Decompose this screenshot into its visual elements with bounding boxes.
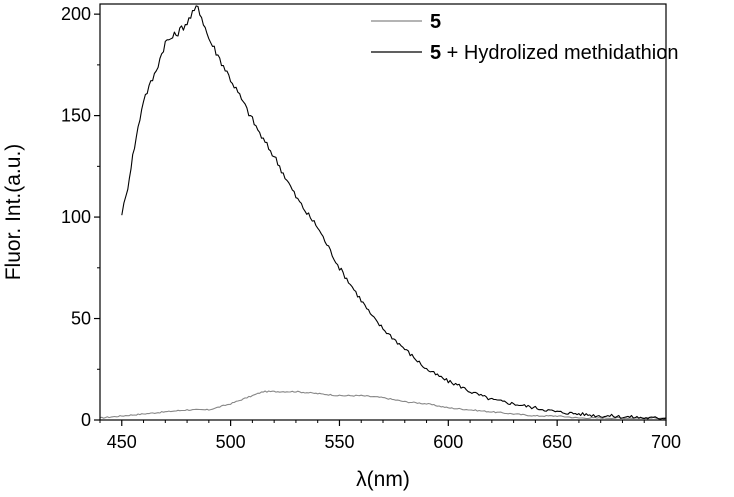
x-tick-label: 550: [324, 432, 354, 452]
legend: 5 5 + Hydrolized methidathion: [371, 11, 678, 64]
series-line-1: [99, 390, 667, 420]
x-tick-label: 700: [651, 432, 681, 452]
y-tick-label: 100: [61, 207, 91, 227]
y-axis-title: Fluor. Int.(a.u.): [2, 144, 25, 281]
y-tick-label: 150: [61, 106, 91, 126]
series-layer: [99, 5, 667, 420]
y-tick-label: 0: [81, 410, 91, 430]
y-tick-label: 50: [71, 309, 91, 329]
x-tick-label: 450: [107, 432, 137, 452]
y-tick-label: 200: [61, 4, 91, 24]
series-line-2: [121, 5, 667, 420]
y-axis: 0 50 100 150 200: [61, 4, 100, 430]
x-axis-title: λ(nm): [356, 468, 410, 491]
legend-label-series-1-bold: 5: [430, 11, 441, 33]
x-tick-label: 600: [433, 432, 463, 452]
x-tick-label: 500: [216, 432, 246, 452]
plot-frame: [99, 3, 667, 421]
x-axis: 450 500 550 600 650 700: [99, 420, 681, 452]
x-tick-label: 650: [542, 432, 572, 452]
legend-label-series-2: 5 + Hydrolized methidathion: [430, 42, 678, 64]
legend-label-series-2-rest: + Hydrolized methidathion: [441, 42, 678, 64]
legend-label-series-1: 5: [430, 11, 441, 33]
legend-label-series-2-bold: 5: [430, 42, 441, 64]
